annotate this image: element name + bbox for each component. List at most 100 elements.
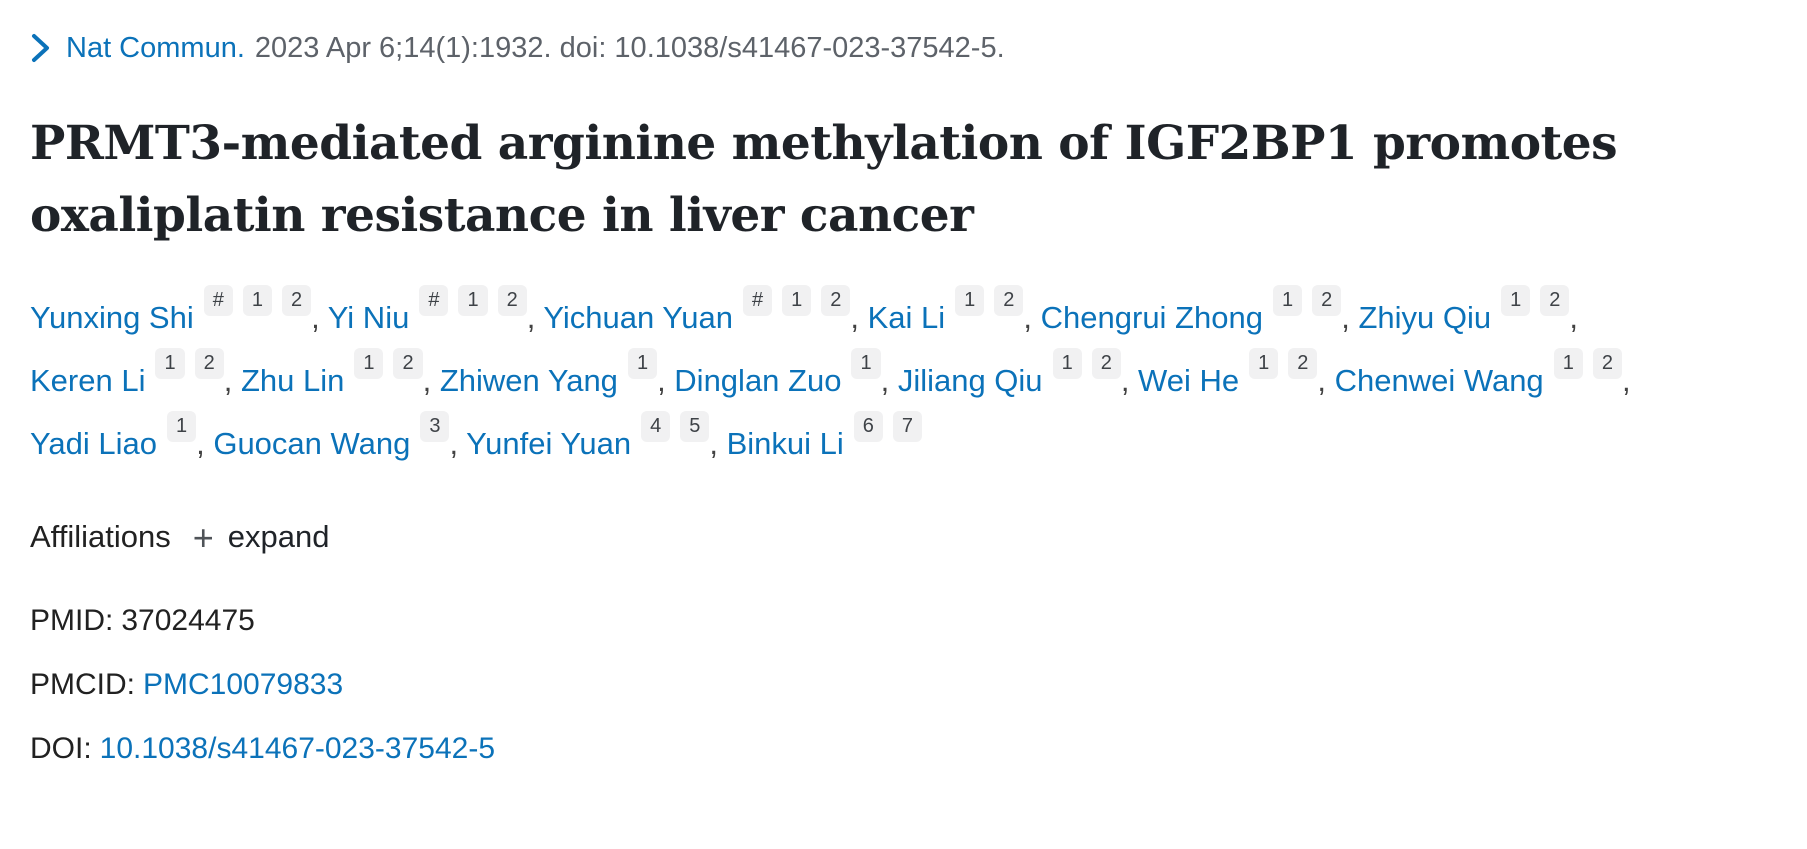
identifier-list: PMID: 37024475 PMCID: PMC10079833 DOI: 10.103…: [30, 601, 1767, 769]
affiliation-number-badge[interactable]: 2: [994, 284, 1024, 316]
author: Yichuan Yuan # 1 2: [543, 284, 851, 335]
author-link[interactable]: Yichuan Yuan: [543, 300, 733, 335]
affiliation-number-badge[interactable]: 1: [1052, 347, 1082, 379]
affiliation-number-badge[interactable]: 2: [1288, 347, 1318, 379]
author: Zhu Lin 1 2: [240, 347, 423, 398]
affiliation-number-badge[interactable]: 2: [281, 284, 312, 316]
author-separator: ,: [223, 363, 241, 398]
author-separator: ,: [1341, 300, 1359, 335]
expand-label: expand: [227, 519, 330, 554]
affiliation-number-badge[interactable]: 2: [393, 347, 423, 379]
citation-line: Nat Commun. 2023 Apr 6;14(1):1932. doi: …: [30, 30, 1767, 66]
author-separator: ,: [880, 363, 898, 398]
author: Dinglan Zuo 1: [674, 347, 881, 398]
plus-icon: +: [192, 517, 214, 558]
author-link[interactable]: Guocan Wang: [213, 426, 411, 461]
author-link[interactable]: Jiliang Qiu: [897, 363, 1043, 398]
chevron-right-icon: [30, 33, 52, 63]
author: Yunxing Shi # 1 2: [30, 284, 312, 335]
author-link[interactable]: Yadi Liao: [30, 426, 157, 461]
author-link[interactable]: Chengrui Zhong: [1040, 300, 1263, 335]
author-link[interactable]: Chenwei Wang: [1334, 363, 1544, 398]
author-link[interactable]: Yunfei Yuan: [466, 426, 632, 461]
affiliation-number-badge[interactable]: 4: [641, 410, 671, 442]
author: Jiliang Qiu 1 2: [897, 347, 1121, 398]
author: Chengrui Zhong 1 2: [1040, 284, 1342, 335]
pmid-label: PMID:: [30, 604, 114, 637]
author-separator: ,: [1569, 300, 1578, 335]
affiliations-row: Affiliations + expand: [30, 517, 1767, 557]
author: Yadi Liao 1: [30, 410, 197, 461]
author-link[interactable]: Dinglan Zuo: [674, 363, 842, 398]
author-link[interactable]: Zhiwen Yang: [439, 363, 618, 398]
affiliation-number-badge[interactable]: 2: [1592, 347, 1622, 379]
affiliations-label: Affiliations: [30, 519, 171, 554]
author-separator: ,: [449, 426, 467, 461]
affiliation-number-badge[interactable]: 1: [627, 347, 658, 379]
author: Kai Li 1 2: [867, 284, 1024, 335]
author-link[interactable]: Wei He: [1138, 363, 1240, 398]
equal-contribution-badge[interactable]: #: [419, 284, 449, 316]
author: Keren Li 1 2: [30, 347, 224, 398]
article-header-page: Nat Commun. 2023 Apr 6;14(1):1932. doi: …: [30, 30, 1767, 769]
affiliation-number-badge[interactable]: 3: [420, 410, 450, 442]
author-link[interactable]: Keren Li: [30, 363, 146, 398]
author-link[interactable]: Binkui Li: [726, 426, 844, 461]
doi-label: DOI:: [30, 732, 92, 765]
affiliation-number-badge[interactable]: 1: [354, 347, 384, 379]
author: Binkui Li 6 7: [726, 410, 923, 461]
author: Zhiwen Yang 1: [439, 347, 658, 398]
affiliation-number-badge[interactable]: 1: [1272, 284, 1303, 316]
affiliation-number-badge[interactable]: 7: [892, 410, 923, 442]
affiliation-number-badge[interactable]: 1: [1553, 347, 1583, 379]
affiliation-number-badge[interactable]: 2: [497, 284, 527, 316]
pmcid-label: PMCID:: [30, 668, 135, 701]
affiliation-number-badge[interactable]: 1: [851, 347, 881, 379]
author-separator: ,: [422, 363, 440, 398]
affiliation-number-badge[interactable]: 1: [1501, 284, 1531, 316]
affiliation-number-badge[interactable]: 2: [194, 347, 224, 379]
affiliation-number-badge[interactable]: 1: [955, 284, 985, 316]
equal-contribution-badge[interactable]: #: [743, 284, 773, 316]
article-title: PRMT3-mediated arginine methylation of I…: [30, 116, 1618, 243]
affiliation-number-badge[interactable]: 5: [680, 410, 710, 442]
affiliation-number-badge[interactable]: 6: [853, 410, 883, 442]
affiliation-number-badge[interactable]: 1: [166, 410, 197, 442]
author-link[interactable]: Zhu Lin: [240, 363, 345, 398]
author-list: Yunxing Shi# 1 2, Yi Niu# 1 2, Yichuan Yuan#…: [30, 284, 1767, 475]
doi-link[interactable]: 10.1038/s41467-023-37542-5: [99, 732, 496, 765]
author-separator: ,: [1023, 300, 1041, 335]
author-separator: ,: [1317, 363, 1335, 398]
pmid-value: 37024475: [121, 604, 255, 637]
affiliation-number-badge[interactable]: 2: [1312, 284, 1342, 316]
author-separator: ,: [657, 363, 675, 398]
affiliation-number-badge[interactable]: 1: [782, 284, 812, 316]
author-link[interactable]: Yi Niu: [327, 300, 410, 335]
affiliation-number-badge[interactable]: 2: [821, 284, 851, 316]
author-separator: ,: [1621, 363, 1631, 398]
author-separator: ,: [709, 426, 727, 461]
author-link[interactable]: Kai Li: [867, 300, 946, 335]
affiliation-number-badge[interactable]: 1: [155, 347, 185, 379]
author: Yi Niu # 1 2: [327, 284, 527, 335]
journal-link[interactable]: Nat Commun.: [66, 32, 245, 64]
affiliation-number-badge[interactable]: 2: [1540, 284, 1570, 316]
author-separator: ,: [526, 300, 544, 335]
author: Wei He 1 2: [1138, 347, 1318, 398]
affiliations-expand-button[interactable]: + expand: [193, 517, 330, 557]
author-separator: ,: [1120, 363, 1139, 398]
author-separator: ,: [196, 426, 214, 461]
citation-details: 2023 Apr 6;14(1):1932. doi: 10.1038/s414…: [254, 32, 1005, 64]
affiliation-number-badge[interactable]: 1: [1249, 347, 1279, 379]
author: Chenwei Wang 1 2: [1334, 347, 1622, 398]
doi-row: DOI: 10.1038/s41467-023-37542-5: [30, 729, 1767, 769]
equal-contribution-badge[interactable]: #: [203, 284, 233, 316]
affiliation-number-badge[interactable]: 2: [1091, 347, 1121, 379]
author-link[interactable]: Zhiyu Qiu: [1358, 300, 1492, 335]
author-separator: ,: [850, 300, 868, 335]
affiliation-number-badge[interactable]: 1: [242, 284, 272, 316]
affiliation-number-badge[interactable]: 1: [458, 284, 488, 316]
pmcid-link[interactable]: PMC10079833: [143, 668, 344, 701]
author-link[interactable]: Yunxing Shi: [30, 300, 194, 335]
author: Zhiyu Qiu 1 2: [1358, 284, 1570, 335]
